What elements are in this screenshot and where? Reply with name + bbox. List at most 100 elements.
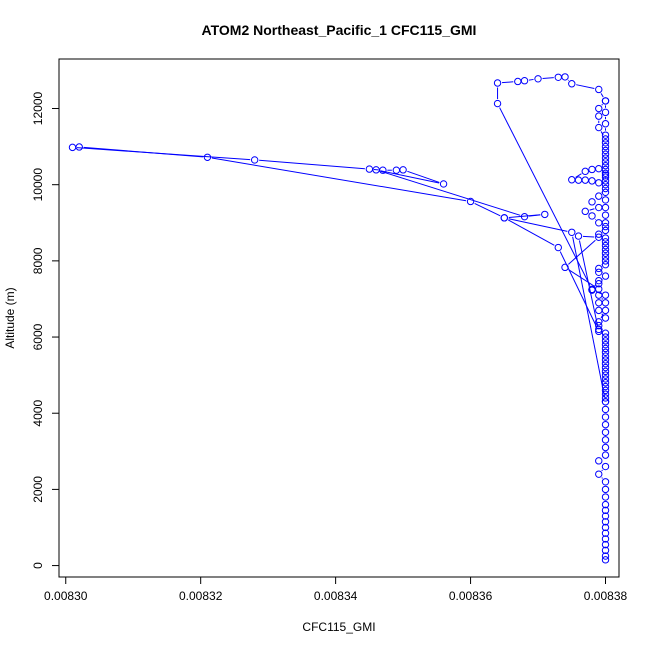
- data-point: [595, 203, 603, 212]
- series-line-segment: [259, 159, 365, 170]
- series-line-segment: [568, 269, 596, 288]
- series-line-segment: [508, 214, 541, 218]
- data-point: [601, 177, 610, 185]
- x-tick-label: 0.00832: [179, 589, 223, 603]
- x-tick-label: 0.00830: [44, 589, 88, 603]
- x-axis: 0.00830 0.00832 0.00834 0.00836 0.00838: [44, 576, 628, 603]
- data-point: [595, 264, 603, 273]
- x-tick-label: 0.00838: [584, 589, 628, 603]
- series-line-segment: [601, 469, 603, 472]
- series-line-segment: [508, 219, 555, 246]
- data-point: [601, 161, 610, 170]
- data-point: [601, 211, 610, 219]
- series-line-segment: [600, 131, 604, 136]
- series-line-segment: [211, 157, 467, 202]
- data-point: [601, 135, 610, 143]
- series-line-segment: [407, 170, 440, 183]
- series-line-segment: [601, 313, 603, 315]
- data-point: [601, 352, 610, 360]
- data-point: [601, 379, 610, 387]
- series-line-segment: [380, 170, 440, 184]
- x-axis-label: CFC115_GMI: [302, 620, 375, 634]
- data-point: [595, 164, 603, 173]
- series-line-segment: [568, 239, 596, 265]
- data-point: [601, 478, 610, 486]
- data-point: [595, 179, 603, 187]
- data-point: [601, 413, 610, 421]
- data-point: [595, 327, 603, 336]
- series-line-segment: [601, 103, 603, 106]
- data-point: [554, 243, 562, 252]
- series-line-segment: [575, 173, 582, 178]
- data-point: [601, 375, 610, 383]
- data-point: [588, 165, 596, 174]
- y-tick-label: 10000: [31, 168, 45, 202]
- data-point: [601, 386, 610, 395]
- series-line-segment: [502, 81, 514, 84]
- data-point: [601, 260, 610, 269]
- data-point: [601, 443, 610, 452]
- series-line-segment: [601, 298, 603, 300]
- data-point: [601, 306, 610, 315]
- data-point: [568, 80, 576, 88]
- data-point: [514, 77, 522, 86]
- y-tick-label: 8000: [31, 247, 45, 274]
- data-point: [601, 420, 610, 429]
- data-point: [595, 318, 603, 326]
- data-point: [601, 203, 610, 212]
- data-point: [588, 285, 596, 294]
- data-point: [601, 180, 610, 189]
- data-point: [601, 120, 610, 128]
- data-point: [601, 333, 610, 341]
- data-point: [581, 167, 589, 176]
- series-line-segment: [578, 240, 599, 328]
- data-point: [595, 85, 603, 94]
- data-point: [601, 451, 610, 459]
- data-point: [601, 382, 610, 391]
- data-point: [601, 529, 610, 537]
- data-point: [574, 176, 583, 184]
- series-line-segment: [572, 236, 606, 398]
- data-point: [601, 367, 610, 376]
- series-line-segment: [582, 235, 595, 238]
- data-point: [601, 169, 610, 177]
- data-point: [541, 210, 549, 219]
- data-point: [601, 139, 610, 147]
- series-line-segment: [601, 477, 603, 479]
- y-tick-label: 0: [31, 562, 45, 569]
- data-point: [595, 280, 603, 288]
- data-point: [466, 197, 475, 206]
- data-point: [500, 214, 509, 222]
- data-point: [601, 394, 610, 402]
- data-point: [372, 166, 380, 174]
- data-point: [601, 226, 610, 235]
- x-tick-label: 0.00836: [449, 589, 493, 603]
- data-point: [588, 177, 596, 185]
- data-point: [601, 173, 610, 181]
- data-point: [601, 257, 610, 265]
- data-point: [561, 73, 569, 81]
- data-point: [601, 552, 610, 560]
- series-line-segment: [474, 202, 501, 217]
- data-point: [581, 176, 589, 184]
- data-point: [601, 356, 610, 364]
- series-line-segment: [528, 78, 534, 81]
- data-point: [601, 253, 610, 261]
- data-point: [601, 142, 610, 151]
- series-line-segment: [600, 314, 604, 319]
- data-point: [493, 99, 502, 108]
- data-point: [601, 150, 610, 158]
- data-point: [588, 212, 596, 220]
- data-point: [601, 540, 610, 549]
- data-point: [68, 143, 77, 152]
- data-point: [601, 337, 610, 345]
- data-point: [601, 523, 610, 532]
- series-line-segment: [600, 93, 604, 98]
- data-point: [601, 238, 610, 246]
- data-point: [601, 405, 610, 414]
- data-point: [581, 207, 589, 216]
- data-point: [588, 198, 596, 206]
- series-line-segment: [576, 84, 595, 90]
- data-point: [601, 348, 610, 356]
- y-axis-label: Altitude (m): [3, 287, 17, 348]
